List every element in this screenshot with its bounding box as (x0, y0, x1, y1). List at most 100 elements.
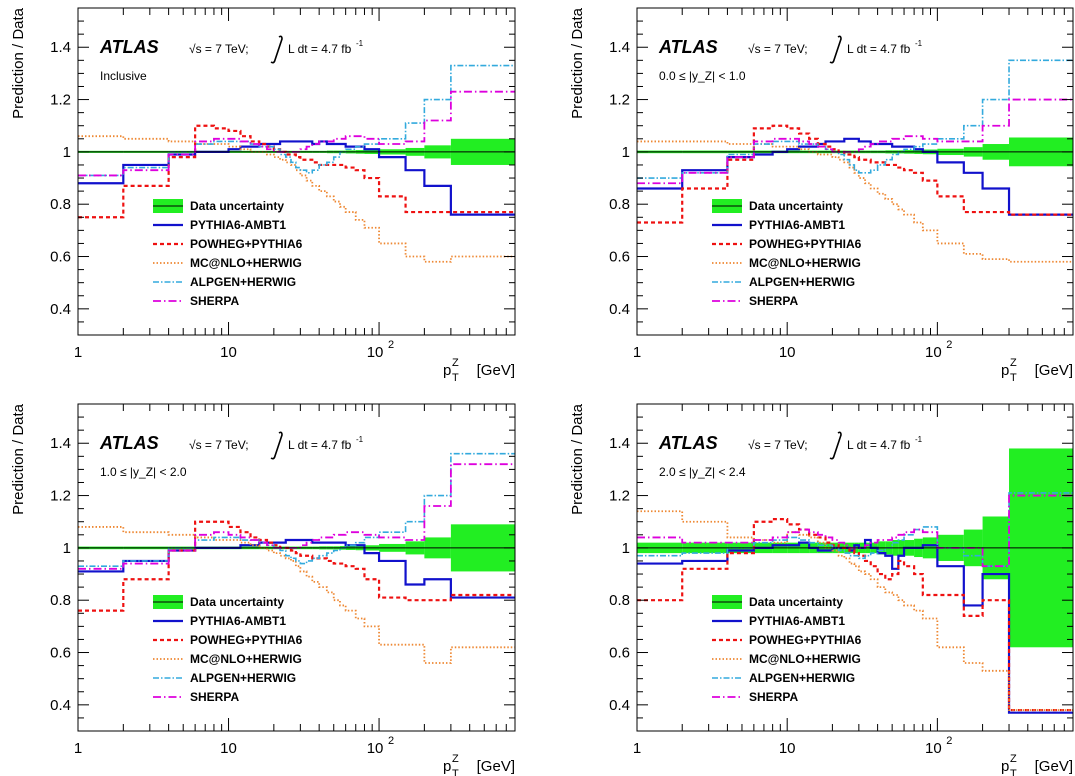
y-axis-title: Prediction / Data (569, 403, 586, 515)
x-title-sub: T (1010, 372, 1017, 384)
series-line-powheg-pythia6 (637, 126, 1073, 223)
y-tick-label: 1.4 (50, 435, 71, 452)
luminosity-label: L dt = 4.7 fb (847, 438, 911, 452)
x-tick-label: 10 (220, 344, 237, 361)
series-line-powheg-pythia6 (78, 126, 515, 218)
legend-label: PYTHIA6-AMBT1 (749, 218, 845, 232)
y-tick-label: 1.4 (609, 39, 630, 56)
integral-sign-icon (830, 432, 841, 458)
y-tick-label: 0.4 (50, 697, 71, 714)
series-line-powheg-pythia6 (78, 522, 515, 611)
x-axis-title: p ZT [GeV] (1001, 753, 1073, 776)
energy-label: √s = 7 TeV; (189, 42, 249, 56)
x-title-sub: T (1010, 768, 1017, 776)
y-tick-label: 1 (63, 144, 71, 161)
luminosity-label: L dt = 4.7 fb (288, 42, 352, 56)
x-tick-label-base: 10 (367, 344, 384, 361)
y-tick-label: 0.6 (609, 645, 630, 662)
x-tick-label-exponent: 2 (946, 735, 952, 747)
legend-label: Data uncertainty (190, 595, 284, 609)
y-tick-label: 0.8 (50, 592, 71, 609)
legend-label: PYTHIA6-AMBT1 (749, 614, 845, 628)
x-tick-label: 1 (74, 740, 82, 757)
x-axis-title: p ZT [GeV] (443, 357, 515, 384)
x-tick-label-exponent: 2 (388, 339, 394, 351)
legend-label: ALPGEN+HERWIG (749, 275, 855, 289)
y-tick-label: 0.4 (609, 697, 630, 714)
x-title-sup: Z (452, 753, 459, 765)
x-title-sub: T (452, 372, 459, 384)
x-tick-label-exponent: 2 (388, 735, 394, 747)
luminosity-exponent: -1 (356, 435, 364, 444)
y-tick-label: 0.6 (50, 249, 71, 266)
x-tick-label: 1 (633, 344, 641, 361)
plot-area (78, 454, 515, 663)
plot-area (78, 66, 515, 262)
plot-frame (78, 404, 515, 731)
panel-1: 0.4 0.6 0.8 1 1.2 1.4 1 10 10 2 Prediction / Data p… (10, 7, 515, 384)
y-tick-label: 1 (63, 540, 71, 557)
luminosity-label: L dt = 4.7 fb (288, 438, 352, 452)
region-label: 2.0 ≤ |y_Z| < 2.4 (659, 465, 746, 479)
x-title-unit: [GeV] (1035, 362, 1073, 379)
x-title-sup: Z (1010, 753, 1017, 765)
legend-label: MC@NLO+HERWIG (749, 652, 861, 666)
x-tick-label: 1 (633, 740, 641, 757)
atlas-label: ATLAS (99, 37, 159, 57)
x-tick-label: 1 (74, 344, 82, 361)
legend-label: SHERPA (749, 690, 798, 704)
y-tick-label: 0.6 (609, 249, 630, 266)
y-tick-label: 1.2 (50, 488, 71, 505)
y-tick-label: 1.2 (609, 488, 630, 505)
x-title-sub: T (452, 768, 459, 776)
y-tick-label: 1.4 (50, 39, 71, 56)
x-tick-label: 10 (779, 344, 796, 361)
y-tick-label: 0.6 (50, 645, 71, 662)
legend-label: SHERPA (749, 294, 798, 308)
legend-label: POWHEG+PYTHIA6 (190, 237, 303, 251)
legend-label: POWHEG+PYTHIA6 (749, 237, 862, 251)
x-title-unit: [GeV] (477, 758, 515, 775)
legend-label: MC@NLO+HERWIG (190, 256, 302, 270)
x-tick-label-exponent: 2 (946, 339, 952, 351)
plot-area (637, 60, 1073, 261)
legend-label: Data uncertainty (749, 595, 843, 609)
legend-label: MC@NLO+HERWIG (190, 652, 302, 666)
x-title-sup: Z (1010, 357, 1017, 369)
legend-label: PYTHIA6-AMBT1 (190, 614, 286, 628)
y-axis-title: Prediction / Data (569, 7, 586, 119)
energy-label: √s = 7 TeV; (189, 438, 249, 452)
y-tick-label: 1.2 (50, 92, 71, 109)
legend-label: ALPGEN+HERWIG (749, 671, 855, 685)
region-label: 0.0 ≤ |y_Z| < 1.0 (659, 69, 746, 83)
region-label: 1.0 ≤ |y_Z| < 2.0 (100, 465, 187, 479)
legend-label: Data uncertainty (749, 199, 843, 213)
integral-sign-icon (271, 36, 282, 62)
y-tick-label: 1 (622, 144, 630, 161)
legend-label: SHERPA (190, 294, 239, 308)
panel-3: 0.4 0.6 0.8 1 1.2 1.4 1 10 10 2 Prediction / Data p… (10, 403, 515, 776)
legend-label: ALPGEN+HERWIG (190, 275, 296, 289)
integral-sign-icon (830, 36, 841, 62)
x-tick-label: 10 (779, 740, 796, 757)
x-title-p: p (1001, 362, 1009, 379)
y-tick-label: 1.4 (609, 435, 630, 452)
y-tick-label: 1.2 (609, 92, 630, 109)
legend-label: ALPGEN+HERWIG (190, 671, 296, 685)
y-tick-label: 0.4 (50, 301, 71, 318)
atlas-label: ATLAS (99, 433, 159, 453)
y-tick-label: 0.8 (609, 592, 630, 609)
x-title-unit: [GeV] (477, 362, 515, 379)
luminosity-exponent: -1 (915, 435, 923, 444)
x-tick-label-base: 10 (367, 740, 384, 757)
legend-label: PYTHIA6-AMBT1 (190, 218, 286, 232)
legend-label: Data uncertainty (190, 199, 284, 213)
x-tick-label: 10 (220, 740, 237, 757)
x-title-p: p (1001, 758, 1009, 775)
x-tick-label-base: 10 (925, 740, 942, 757)
plot-frame (78, 8, 515, 335)
x-axis-title: p ZT [GeV] (1001, 357, 1073, 384)
legend-label: POWHEG+PYTHIA6 (190, 633, 303, 647)
luminosity-exponent: -1 (915, 39, 923, 48)
y-tick-label: 1 (622, 540, 630, 557)
